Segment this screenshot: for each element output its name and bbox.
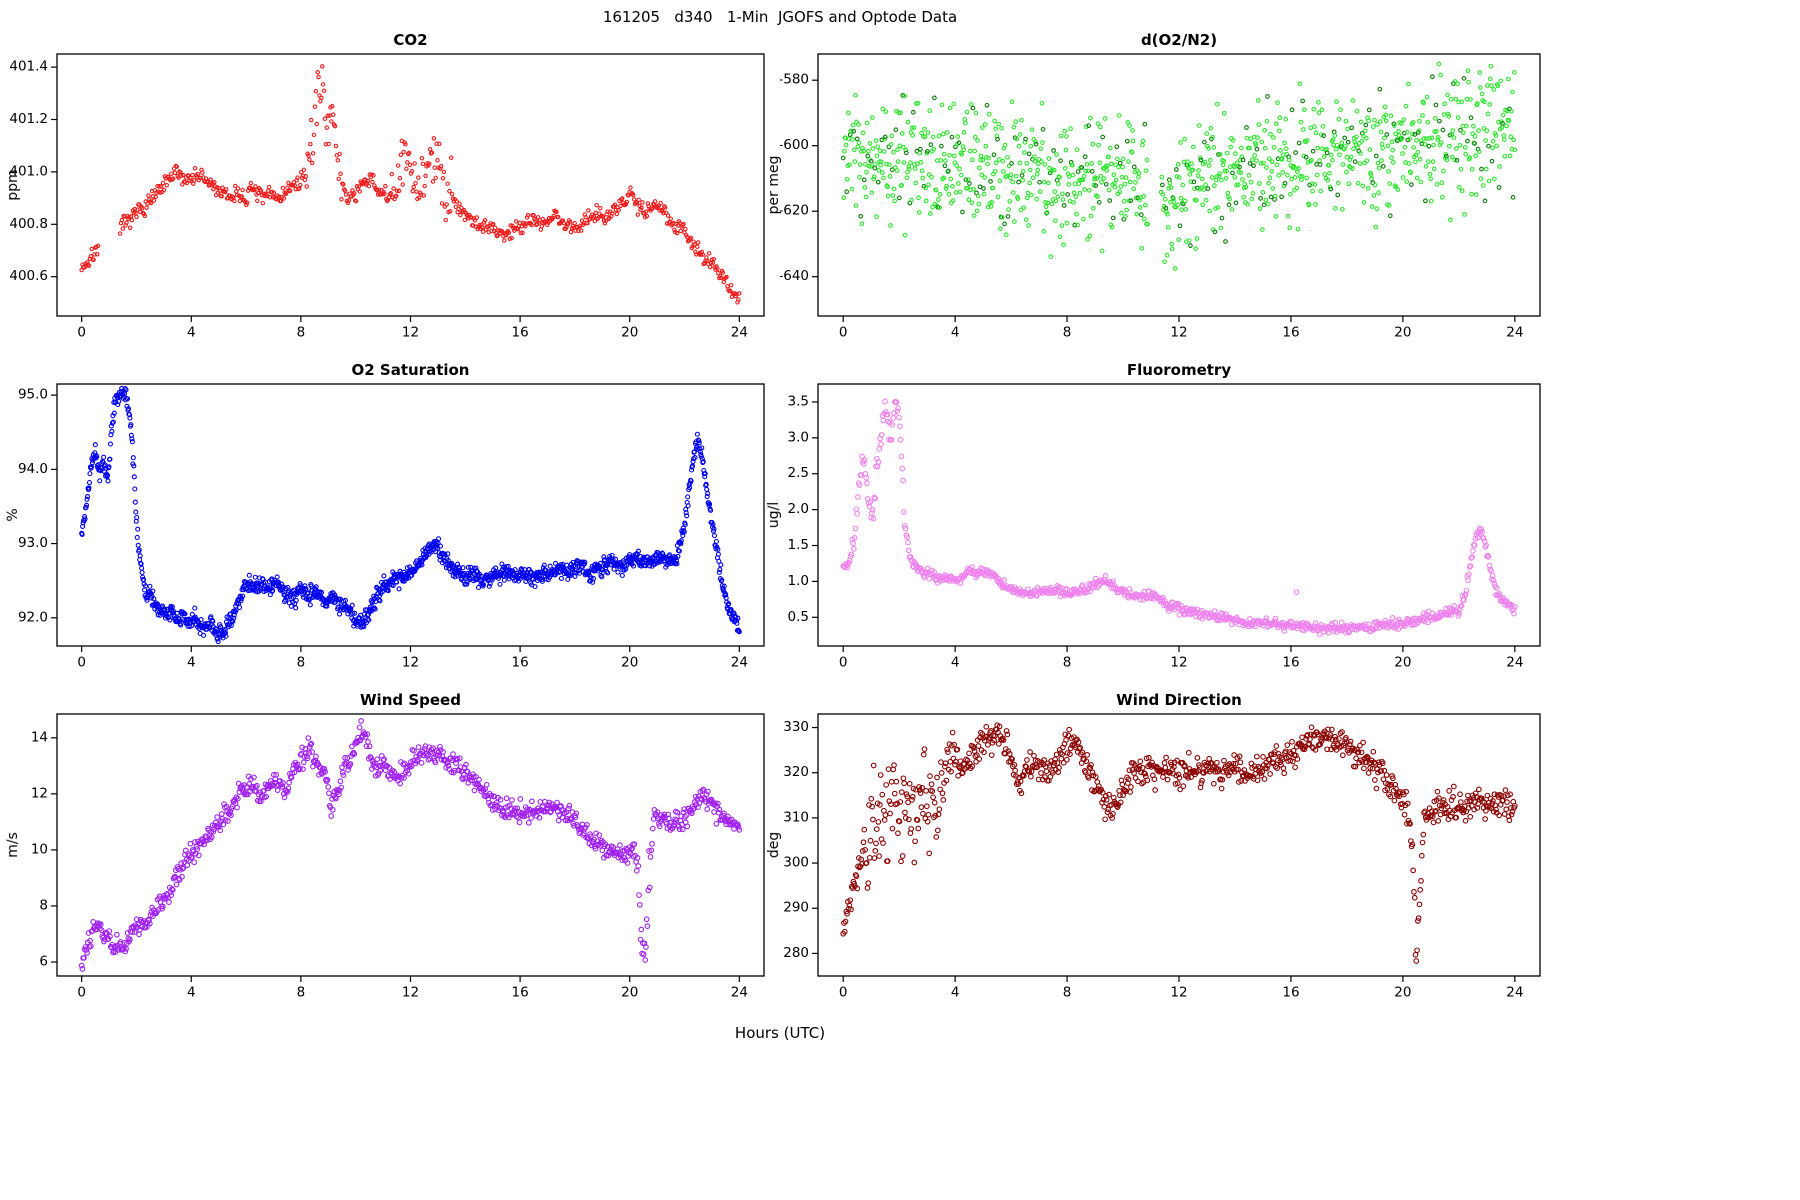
panel-wind-speed: Wind Speed m/s bbox=[0, 690, 780, 1020]
x-axis-label: Hours (UTC) bbox=[734, 1024, 826, 1042]
panel-fluorometry: Fluorometry ug/l bbox=[766, 360, 1560, 690]
figure: 161205 d340 1-Min JGOFS and Optode Data … bbox=[0, 8, 1560, 1042]
wind-speed-scatter-canvas bbox=[0, 690, 780, 1020]
panel-o2-saturation: O2 Saturation % bbox=[0, 360, 780, 690]
o2n2-scatter-canvas bbox=[780, 30, 1560, 360]
panel-wind-direction: Wind Direction deg bbox=[766, 690, 1560, 1020]
wind-direction-scatter-canvas bbox=[780, 690, 1560, 1020]
panel-co2: CO2 ppm bbox=[0, 30, 780, 360]
co2-scatter-canvas bbox=[0, 30, 780, 360]
panel-o2n2: d(O2/N2) per meg bbox=[766, 30, 1560, 360]
panel-grid: CO2 ppm d(O2/N2) per meg O2 Saturation %… bbox=[0, 30, 1560, 1020]
figure-title: 161205 d340 1-Min JGOFS and Optode Data bbox=[602, 8, 958, 26]
o2-saturation-scatter-canvas bbox=[0, 360, 780, 690]
fluorometry-scatter-canvas bbox=[780, 360, 1560, 690]
